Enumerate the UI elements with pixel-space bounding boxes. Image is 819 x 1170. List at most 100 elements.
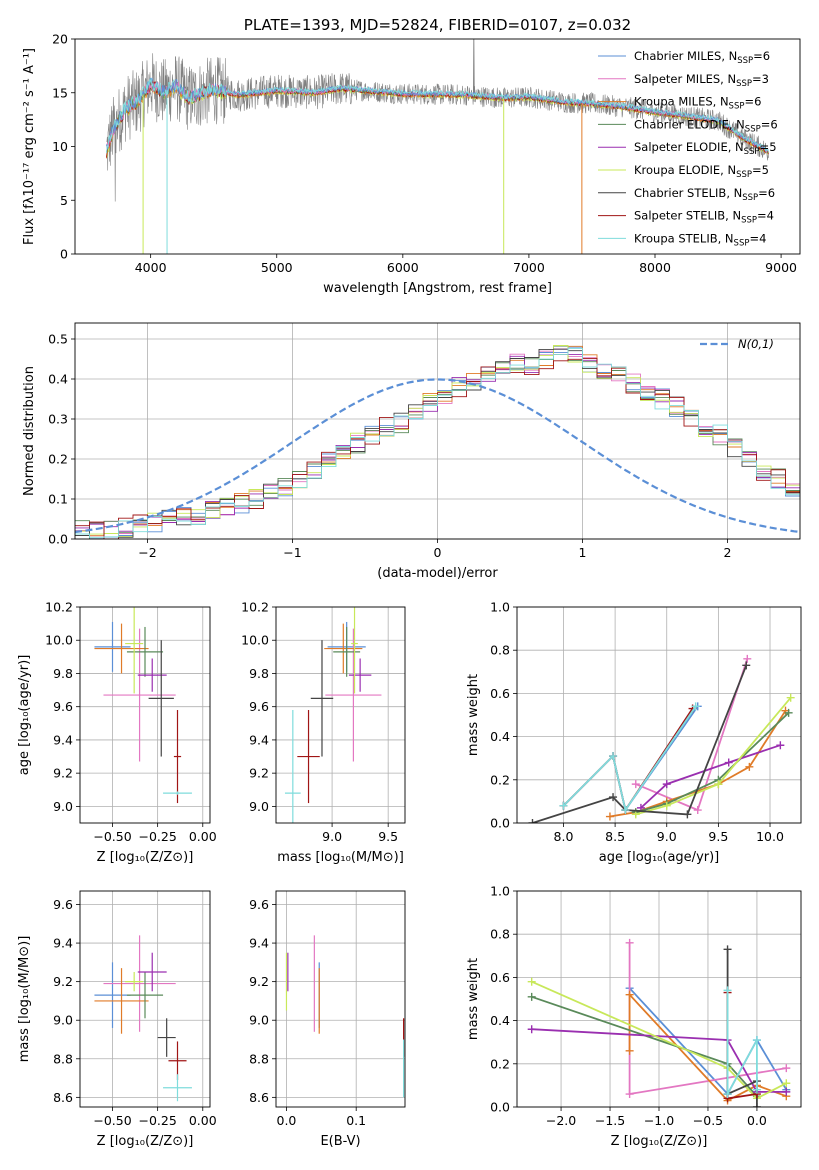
errorbar-kroupa_stelib (284, 710, 301, 823)
weight_vs_Z-grid (517, 890, 801, 1108)
errorbar-salpeter_elodie (348, 658, 372, 692)
errorbar-chabrier_miles (94, 962, 131, 1028)
y-tick-label: 0.8 (490, 643, 510, 658)
y-tick-label: 0.4 (490, 729, 510, 744)
model-kroupa_stelib (106, 78, 769, 154)
x-tick-label: 9.5 (708, 829, 728, 844)
errorbar-chabrier_stelib (148, 640, 174, 757)
histogram-kroupa_stelib (75, 348, 800, 538)
spectrum-plot-area (106, 39, 769, 254)
errorbar-kroupa_elodie (351, 607, 358, 694)
errorbar-salpeter_elodie (137, 952, 167, 992)
y-tick-label: 9.2 (53, 766, 73, 781)
y-tick-label: 1.0 (490, 600, 510, 615)
y-tick-label: 0.6 (490, 970, 510, 985)
plus-marker (605, 812, 614, 821)
errorbar-chabrier_elodie (333, 626, 361, 677)
y-tick-label: 0.2 (48, 452, 68, 467)
legend-entry: Salpeter MILES, NSSP=3 (634, 72, 769, 89)
errorbar-chabrier_stelib (310, 640, 334, 757)
series-chabrier_elodie (527, 992, 761, 1101)
x-tick-label: −0.25 (138, 1113, 176, 1128)
x-tick-label: 2 (724, 545, 732, 560)
y-tick-label: 9.6 (249, 699, 269, 714)
errorbar-kroupa_miles (324, 623, 363, 674)
x-tick-label: 9.0 (322, 829, 342, 844)
legend-entry: Salpeter STELIB, NSSP=4 (634, 209, 774, 226)
y-tick-label: 10.0 (241, 633, 269, 648)
series-kroupa_stelib (723, 986, 761, 1099)
series-salpeter_elodie (636, 741, 785, 812)
errorbar-kroupa_elodie (125, 607, 144, 694)
mass_vs_Z-panel: −0.50 −0.25 0.00 8.6 8.8 9.0 9.2 9.4 9.6 Z [log₁₀… (17, 890, 217, 1149)
plus-marker (662, 801, 671, 810)
y-tick-label: 0.4 (490, 1013, 510, 1028)
y-tick-label: 9.0 (53, 1013, 73, 1028)
y-tick-label: 9.2 (249, 766, 269, 781)
y-tick-label: 9.8 (53, 666, 73, 681)
plus-marker (625, 990, 634, 999)
y-axis-label: age [log₁₀(age/yr)] (17, 655, 32, 776)
y-tick-label: 0.0 (490, 816, 510, 831)
errorbar-salpeter_stelib (173, 710, 182, 804)
y-tick-label: 0.0 (48, 532, 68, 547)
series-line (562, 705, 699, 813)
plus-marker (609, 793, 618, 802)
legend-entry: N(0,1) (738, 337, 774, 351)
plus-marker (776, 741, 785, 750)
x-tick-label: 0.1 (346, 1113, 366, 1128)
y-tick-label: 0.0 (490, 1100, 510, 1115)
x-axis-label: Z [log₁₀(Z/Z⊙)] (97, 850, 194, 865)
errorbar-chabrier_elodie (126, 626, 164, 677)
x-tick-label: −0.25 (138, 829, 176, 844)
spectrum-frame (74, 38, 801, 255)
x-tick-label: 9.0 (657, 829, 677, 844)
x-tick-label: 0.0 (747, 1113, 767, 1128)
x-tick-label: −0.50 (93, 829, 131, 844)
series-line (562, 708, 694, 813)
legend-entry: Chabrier STELIB, NSSP=6 (634, 186, 775, 203)
y-tick-label: 9.8 (249, 666, 269, 681)
x-axis-label: mass [log₁₀(M/M⊙)] (277, 850, 404, 865)
series-line (640, 744, 781, 809)
halpha-spike (473, 39, 475, 98)
mass_vs_Z-frame (79, 890, 211, 1108)
chart-title: PLATE=1393, MJD=52824, FIBERID=0107, z=0… (244, 16, 631, 34)
plus-marker (559, 801, 568, 810)
plus-marker (609, 752, 618, 761)
series-line (635, 712, 790, 814)
weight_vs_age-frame (516, 606, 802, 824)
errorbar-chabrier_elodie (126, 972, 164, 1019)
y-tick-label: 0.4 (48, 372, 68, 387)
x-tick-label: 9000 (765, 260, 797, 275)
y-tick-label: 9.6 (53, 897, 73, 912)
x-tick-label: 4000 (135, 260, 167, 275)
plus-marker (625, 1090, 634, 1099)
plus-marker (782, 1087, 791, 1096)
weight_vs_Z-frame (516, 890, 802, 1108)
y-tick-label: 5 (60, 193, 68, 208)
plus-marker (693, 806, 702, 815)
y-axis-label: mass [log₁₀(M/M⊙)] (17, 936, 32, 1063)
plus-marker (723, 945, 732, 954)
errorbar-salpeter_miles (103, 628, 176, 762)
x-tick-label: 5000 (261, 260, 293, 275)
x-tick-label: −1 (283, 545, 301, 560)
y-tick-label: 0.5 (48, 332, 68, 347)
y-tick-label: 8.8 (249, 1051, 269, 1066)
y-tick-label: 9.0 (249, 1013, 269, 1028)
residuals-grid (75, 323, 800, 540)
legend-entry: Kroupa STELIB, NSSP=4 (634, 231, 766, 248)
series-line (635, 697, 792, 816)
mass_vs_Z-plot-area (94, 935, 192, 1102)
plus-marker (782, 1079, 791, 1088)
series-line (531, 980, 787, 1100)
errorbar-kroupa_stelib (163, 1074, 192, 1102)
x-tick-label: 6000 (387, 260, 419, 275)
plus-marker (752, 1036, 761, 1045)
plus-marker (723, 986, 732, 995)
x-tick-label: 0.00 (189, 1113, 217, 1128)
y-tick-label: 9.4 (249, 936, 269, 951)
legend-entry: Salpeter ELODIE, NSSP=5 (634, 140, 777, 157)
